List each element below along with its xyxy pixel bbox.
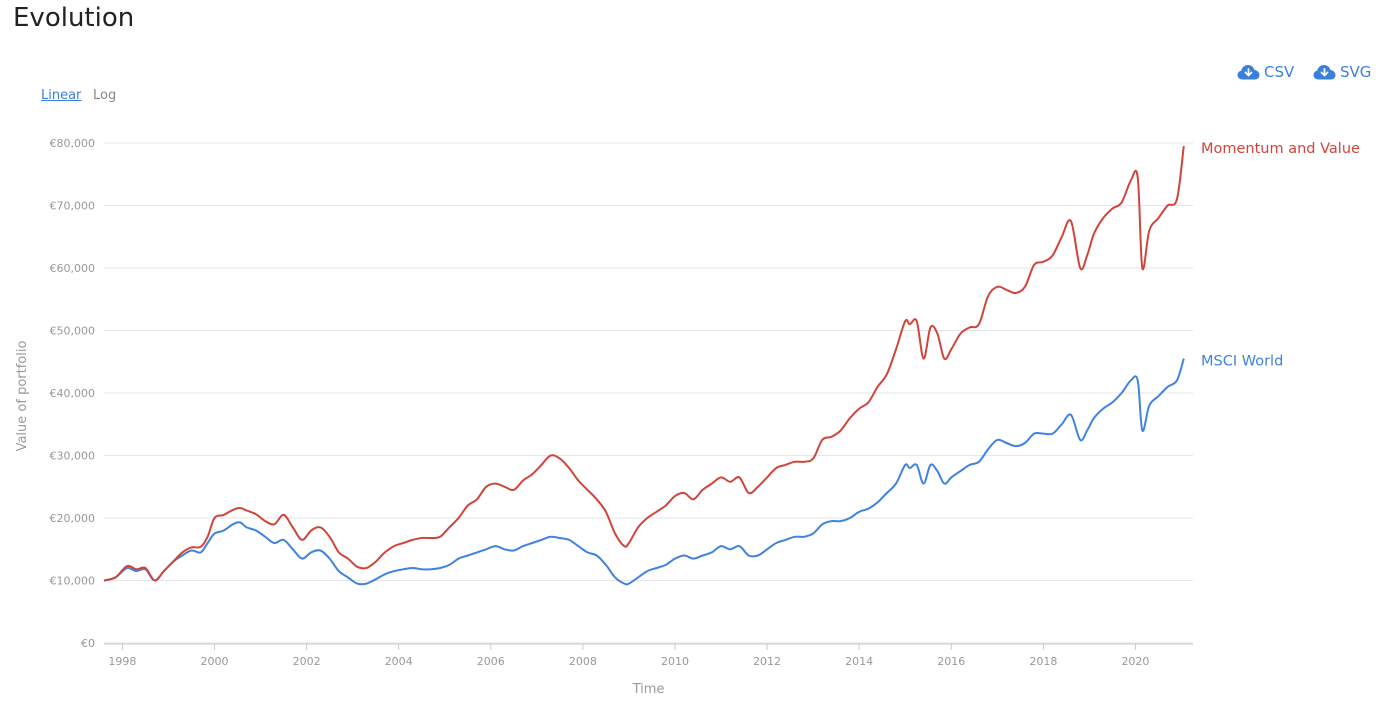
y-tick-label: €30,000 (50, 450, 96, 463)
y-tick-label: €80,000 (50, 137, 96, 150)
svg-download-button[interactable]: SVG (1313, 63, 1371, 81)
series-label-momentum-and-value: Momentum and Value (1201, 141, 1360, 157)
x-tick-label: 2008 (569, 655, 597, 668)
csv-label: CSV (1264, 63, 1295, 81)
series-label-msci-world: MSCI World (1201, 354, 1283, 370)
csv-download-button[interactable]: CSV (1237, 63, 1294, 81)
x-tick-label: 2002 (293, 655, 321, 668)
page-title: Evolution (13, 3, 135, 33)
y-tick-label: €50,000 (50, 325, 96, 338)
y-tick-label: €40,000 (50, 387, 96, 400)
x-tick-label: 2014 (845, 655, 873, 668)
y-tick-label: €10,000 (50, 575, 96, 588)
y-tick-label: €0 (81, 637, 95, 650)
log-scale-toggle[interactable]: Log (93, 88, 117, 103)
series-line-momentum-and-value (103, 145, 1185, 582)
cloud-download-icon (1237, 64, 1260, 80)
y-tick-label: €60,000 (50, 262, 96, 275)
y-axis-title: Value of portfolio (15, 341, 30, 452)
x-tick-label: 2004 (385, 655, 413, 668)
x-tick-label: 2012 (753, 655, 781, 668)
x-tick-label: 2018 (1029, 655, 1057, 668)
x-tick-label: 2000 (201, 655, 229, 668)
svg-label: SVG (1340, 63, 1372, 81)
x-tick-label: 2006 (477, 655, 505, 668)
cloud-download-icon (1313, 64, 1336, 80)
x-tick-label: 2020 (1121, 655, 1149, 668)
x-tick-label: 2016 (937, 655, 965, 668)
series-line-msci-world (103, 358, 1185, 586)
x-tick-label: 1998 (108, 655, 136, 668)
y-tick-label: €20,000 (50, 512, 96, 525)
x-tick-label: 2010 (661, 655, 689, 668)
linear-scale-toggle[interactable]: Linear (41, 88, 82, 103)
x-axis-title: Time (632, 682, 665, 697)
y-tick-label: €70,000 (50, 200, 96, 213)
